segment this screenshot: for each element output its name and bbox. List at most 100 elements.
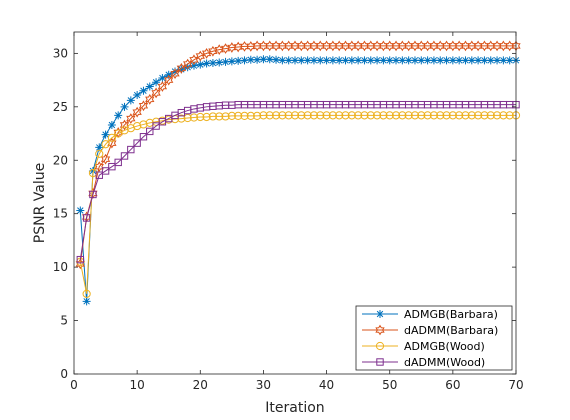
data-point bbox=[461, 56, 470, 65]
data-point bbox=[309, 56, 318, 65]
data-point bbox=[284, 111, 293, 120]
data-point bbox=[347, 111, 356, 120]
data-point bbox=[126, 96, 135, 105]
data-point bbox=[335, 111, 344, 120]
data-point bbox=[341, 111, 350, 120]
data-point bbox=[139, 120, 148, 129]
data-point bbox=[253, 111, 262, 120]
legend: ADMGB(Barbara) dADMM(Barbara) ADMGB(Wood) d… bbox=[355, 305, 513, 371]
data-point bbox=[133, 121, 142, 131]
data-point bbox=[138, 100, 149, 112]
data-point bbox=[246, 41, 256, 52]
data-point bbox=[385, 56, 394, 65]
data-point bbox=[322, 56, 331, 65]
data-point bbox=[505, 56, 514, 65]
data-point bbox=[303, 111, 312, 120]
data-point bbox=[284, 56, 293, 65]
data-point bbox=[417, 56, 426, 65]
legend-item: dADMM(Wood) bbox=[362, 356, 485, 369]
legend-marker bbox=[376, 310, 384, 318]
data-point bbox=[297, 56, 306, 65]
data-point bbox=[360, 56, 369, 65]
data-point bbox=[436, 56, 445, 65]
data-point bbox=[82, 289, 91, 298]
data-point bbox=[240, 111, 249, 120]
data-point bbox=[107, 133, 116, 142]
data-point bbox=[385, 111, 394, 120]
data-point bbox=[474, 111, 483, 120]
data-point bbox=[448, 56, 457, 65]
data-point bbox=[379, 111, 388, 120]
data-point bbox=[372, 111, 382, 120]
data-point bbox=[95, 149, 104, 158]
data-point bbox=[455, 111, 464, 120]
data-point bbox=[234, 56, 243, 65]
data-point bbox=[196, 60, 205, 69]
series-2 bbox=[75, 40, 521, 270]
data-point bbox=[183, 113, 192, 123]
data-point bbox=[215, 112, 224, 121]
data-point bbox=[146, 127, 154, 136]
data-point bbox=[398, 56, 407, 65]
data-point bbox=[278, 56, 287, 65]
data-point bbox=[391, 111, 401, 120]
data-point bbox=[423, 56, 432, 65]
data-point bbox=[493, 56, 502, 65]
y-tick-label: 5 bbox=[60, 314, 68, 328]
legend-label: dADMM(Wood) bbox=[404, 356, 485, 369]
data-point bbox=[467, 56, 476, 65]
data-point bbox=[133, 91, 142, 100]
data-point bbox=[379, 56, 388, 65]
data-point bbox=[467, 111, 476, 120]
data-point bbox=[278, 111, 287, 120]
data-point bbox=[132, 106, 142, 118]
data-point bbox=[171, 67, 180, 76]
data-point bbox=[499, 56, 508, 65]
data-point bbox=[107, 120, 116, 129]
x-tick-label: 50 bbox=[382, 378, 397, 392]
x-tick-label: 20 bbox=[193, 378, 208, 392]
data-point bbox=[221, 57, 230, 66]
data-point bbox=[170, 68, 180, 80]
data-point bbox=[120, 152, 129, 160]
data-point bbox=[271, 111, 281, 120]
data-point bbox=[347, 56, 356, 65]
data-point bbox=[259, 111, 268, 120]
data-point bbox=[417, 111, 426, 120]
data-point bbox=[442, 111, 451, 120]
data-point bbox=[139, 86, 148, 95]
data-point bbox=[328, 111, 337, 120]
data-point bbox=[322, 111, 331, 120]
data-point bbox=[360, 111, 369, 120]
data-point bbox=[202, 59, 211, 68]
data-point bbox=[259, 55, 268, 64]
data-point bbox=[127, 145, 135, 154]
data-point bbox=[120, 102, 129, 111]
x-axis-label: Iteration bbox=[265, 400, 324, 416]
data-point bbox=[246, 55, 255, 64]
legend-item: ADMGB(Wood) bbox=[362, 340, 485, 353]
y-tick-label: 30 bbox=[53, 46, 68, 60]
legend-label: ADMGB(Barbara) bbox=[404, 308, 498, 321]
data-point bbox=[499, 111, 508, 120]
data-point bbox=[366, 111, 375, 120]
data-point bbox=[486, 56, 495, 65]
data-point bbox=[82, 297, 91, 306]
data-point bbox=[265, 111, 274, 120]
data-point bbox=[272, 55, 281, 64]
data-point bbox=[151, 87, 161, 99]
data-point bbox=[461, 111, 470, 120]
legend-label: dADMM(Barbara) bbox=[404, 324, 498, 337]
data-point bbox=[436, 111, 445, 120]
data-point bbox=[404, 111, 413, 120]
legend-marker bbox=[375, 324, 385, 336]
data-point bbox=[196, 112, 205, 122]
data-point bbox=[423, 111, 432, 120]
data-point bbox=[152, 78, 161, 87]
data-point bbox=[373, 56, 382, 65]
data-point bbox=[215, 58, 224, 67]
data-point bbox=[291, 56, 299, 65]
data-point bbox=[486, 111, 495, 120]
data-point bbox=[328, 56, 337, 65]
